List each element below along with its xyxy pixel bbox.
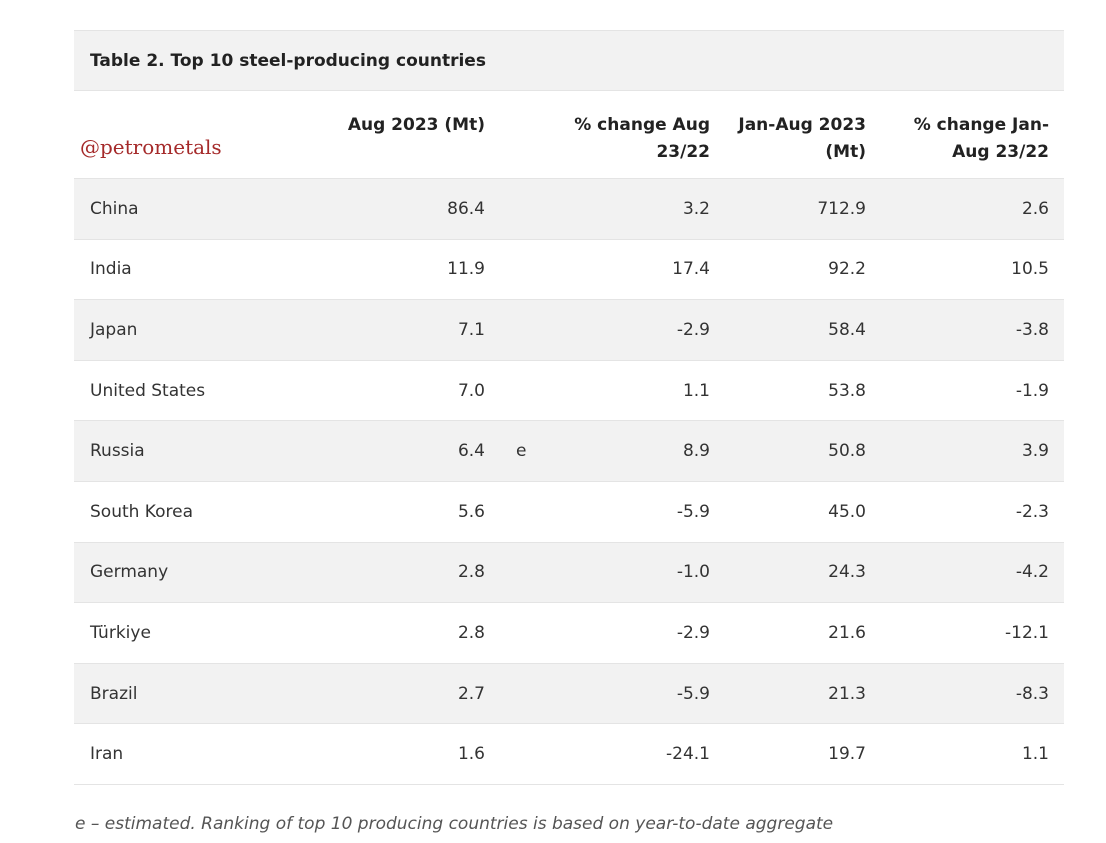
aug-value-cell: 7.1 xyxy=(457,319,485,340)
estimate-flag: e xyxy=(516,441,527,462)
ytd-value-cell: 45.0 xyxy=(828,501,866,522)
ytd-value-cell: 92.2 xyxy=(828,259,866,280)
pct-aug-cell: 8.9 xyxy=(682,441,710,462)
aug-value-cell: 86.4 xyxy=(447,198,485,219)
pct-ytd-cell: 2.6 xyxy=(1021,198,1049,219)
pct-aug-cell: -1.0 xyxy=(676,562,710,583)
pct-aug-cell: 1.1 xyxy=(682,380,710,401)
pct-aug-cell: 3.2 xyxy=(682,198,710,219)
ytd-value-cell: 21.3 xyxy=(828,683,866,704)
country-cell: Iran xyxy=(90,744,124,765)
ytd-value-cell: 712.9 xyxy=(817,198,866,219)
country-cell: India xyxy=(90,259,132,280)
country-cell: Türkiye xyxy=(90,622,151,643)
table-row: Türkiye 2.8 -2.9 21.6 -12.1 xyxy=(74,603,1064,664)
pct-aug-cell: -5.9 xyxy=(676,501,710,522)
pct-ytd-cell: 3.9 xyxy=(1021,441,1049,462)
ytd-value-cell: 19.7 xyxy=(828,744,866,765)
aug-value-cell: 2.7 xyxy=(457,683,485,704)
aug-value-cell: 2.8 xyxy=(457,622,485,643)
steel-production-table: Table 2. Top 10 steel-producing countrie… xyxy=(74,30,1064,785)
table-row: United States 7.0 1.1 53.8 -1.9 xyxy=(74,361,1064,422)
watermark: @petrometals xyxy=(80,135,222,159)
pct-ytd-cell: -4.2 xyxy=(1015,562,1049,583)
pct-aug-cell: -2.9 xyxy=(676,622,710,643)
aug-value-cell: 11.9 xyxy=(447,259,485,280)
header-pct-change-aug: % change Aug 23/22 xyxy=(574,115,710,162)
table-row: India 11.9 17.4 92.2 10.5 xyxy=(74,240,1064,301)
country-cell: South Korea xyxy=(90,501,194,522)
pct-ytd-cell: -12.1 xyxy=(1005,622,1049,643)
table-body: China 86.4 3.2 712.9 2.6 India 11.9 17.4… xyxy=(74,179,1064,785)
country-cell: Germany xyxy=(90,562,169,583)
ytd-value-cell: 21.6 xyxy=(828,622,866,643)
ytd-value-cell: 53.8 xyxy=(828,380,866,401)
table-row: Brazil 2.7 -5.9 21.3 -8.3 xyxy=(74,663,1064,725)
table-row: Iran 1.6 -24.1 19.7 1.1 xyxy=(74,724,1064,785)
table-row: Germany 2.8 -1.0 24.3 -4.2 xyxy=(74,542,1064,604)
pct-ytd-cell: -1.9 xyxy=(1015,380,1049,401)
country-cell: Brazil xyxy=(90,683,138,704)
pct-ytd-cell: -8.3 xyxy=(1015,683,1049,704)
header-aug-2023: Aug 2023 (Mt) xyxy=(347,115,485,135)
table-row: Japan 7.1 -2.9 58.4 -3.8 xyxy=(74,300,1064,361)
pct-ytd-cell: 1.1 xyxy=(1021,744,1049,765)
pct-aug-cell: 17.4 xyxy=(672,259,710,280)
ytd-value-cell: 58.4 xyxy=(828,319,866,340)
header-jan-aug-2023: Jan-Aug 2023 (Mt) xyxy=(738,115,866,162)
pct-ytd-cell: -2.3 xyxy=(1015,501,1049,522)
header-pct-change-jan-aug: % change Jan-Aug 23/22 xyxy=(913,115,1049,162)
table-row: South Korea 5.6 -5.9 45.0 -2.3 xyxy=(74,482,1064,543)
country-cell: Russia xyxy=(90,441,145,462)
aug-value-cell: 1.6 xyxy=(457,744,485,765)
aug-value-cell: 6.4 xyxy=(457,441,485,462)
ytd-value-cell: 24.3 xyxy=(828,562,866,583)
table-row: China 86.4 3.2 712.9 2.6 xyxy=(74,179,1064,240)
pct-aug-cell: -2.9 xyxy=(676,319,710,340)
table-title: Table 2. Top 10 steel-producing countrie… xyxy=(74,30,1064,91)
country-cell: China xyxy=(90,198,139,219)
aug-value-cell: 2.8 xyxy=(457,562,485,583)
country-cell: Japan xyxy=(90,319,138,340)
pct-ytd-cell: 10.5 xyxy=(1011,259,1049,280)
pct-aug-cell: -5.9 xyxy=(676,683,710,704)
table-header: @petrometals Aug 2023 (Mt) % change Aug … xyxy=(74,91,1064,179)
ytd-value-cell: 50.8 xyxy=(828,441,866,462)
pct-aug-cell: -24.1 xyxy=(666,744,710,765)
aug-value-cell: 7.0 xyxy=(457,380,485,401)
table-row: Russia 6.4 e 8.9 50.8 3.9 xyxy=(74,421,1064,482)
pct-ytd-cell: -3.8 xyxy=(1015,319,1049,340)
country-cell: United States xyxy=(90,380,206,401)
table-footnote: e – estimated. Ranking of top 10 produci… xyxy=(75,814,834,834)
aug-value-cell: 5.6 xyxy=(457,501,485,522)
